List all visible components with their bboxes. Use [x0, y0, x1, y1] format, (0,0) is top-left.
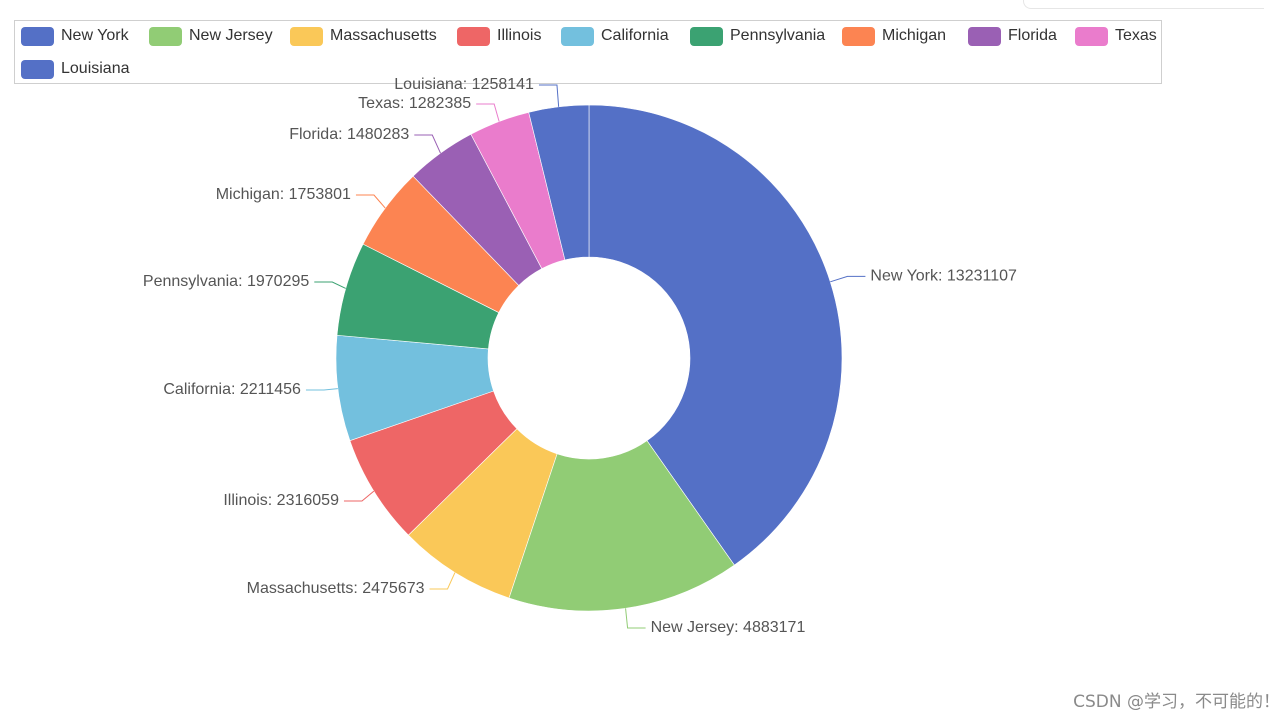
legend-label: Pennsylvania: [730, 27, 826, 44]
legend-swatch: [290, 26, 323, 46]
legend-item-louisiana[interactable]: Louisiana: [21, 57, 130, 81]
data-label: Massachusetts: 2475673: [247, 580, 425, 597]
data-label: Texas: 1282385: [358, 95, 471, 112]
leader-line: [305, 388, 338, 391]
legend-label: California: [601, 27, 669, 44]
legend-item-michigan[interactable]: Michigan: [842, 24, 946, 48]
legend-item-massachusetts[interactable]: Massachusetts: [290, 24, 437, 48]
legend-label: Texas: [1115, 27, 1157, 44]
leader-line: [414, 134, 441, 154]
data-label: Illinois: 2316059: [223, 492, 339, 509]
slice-new-jersey[interactable]: [508, 440, 735, 612]
leader-line: [625, 608, 646, 629]
slice-new-york[interactable]: [588, 104, 843, 566]
legend-label: Louisiana: [61, 60, 130, 77]
slice-louisiana[interactable]: [528, 104, 590, 261]
watermark-text: CSDN @学习，不可能的！: [1073, 692, 1280, 712]
data-label: Florida: 1480283: [289, 126, 409, 143]
legend-item-texas[interactable]: Texas: [1075, 24, 1157, 48]
legend-item-illinois[interactable]: Illinois: [457, 24, 541, 48]
data-label: California: 2211456: [163, 381, 301, 398]
legend-label: New York: [61, 27, 129, 44]
data-label: Louisiana: 1258141: [394, 76, 534, 93]
legend-item-new-york[interactable]: New York: [21, 24, 129, 48]
browser-top-strip: [0, 0, 1288, 14]
data-label: Pennsylvania: 1970295: [143, 273, 309, 290]
legend-swatch: [149, 26, 182, 46]
legend-swatch: [1075, 26, 1108, 46]
legend-item-california[interactable]: California: [561, 24, 669, 48]
legend-swatch: [561, 26, 594, 46]
legend-label: Michigan: [882, 27, 947, 44]
legend-item-florida[interactable]: Florida: [968, 24, 1057, 48]
leader-line: [429, 572, 456, 590]
legend-label: Illinois: [497, 27, 542, 44]
legend-label: New Jersey: [189, 27, 273, 44]
leader-line: [830, 275, 866, 283]
browser-tab-edge: [1023, 0, 1264, 9]
legend-swatch: [842, 26, 875, 46]
leader-line: [476, 103, 500, 122]
leader-line: [343, 490, 375, 502]
legend-item-new-jersey[interactable]: New Jersey: [149, 24, 273, 48]
legend-label: Florida: [1008, 27, 1057, 44]
leader-line: [538, 84, 560, 107]
leader-line: [314, 281, 346, 289]
leader-line: [355, 194, 386, 209]
legend-swatch: [21, 26, 54, 46]
legend-item-pennsylvania[interactable]: Pennsylvania: [690, 24, 825, 48]
legend-swatch: [457, 26, 490, 46]
legend-swatch: [21, 59, 54, 79]
legend-label: Massachusetts: [330, 27, 437, 44]
legend-swatch: [968, 26, 1001, 46]
data-label: New York: 13231107: [870, 268, 1017, 285]
data-label: New Jersey: 4883171: [651, 619, 806, 636]
chart-legend: New York New Jersey Massachusetts Illinois C…: [14, 20, 1162, 84]
data-label: Michigan: 1753801: [216, 186, 351, 203]
legend-swatch: [690, 26, 723, 46]
